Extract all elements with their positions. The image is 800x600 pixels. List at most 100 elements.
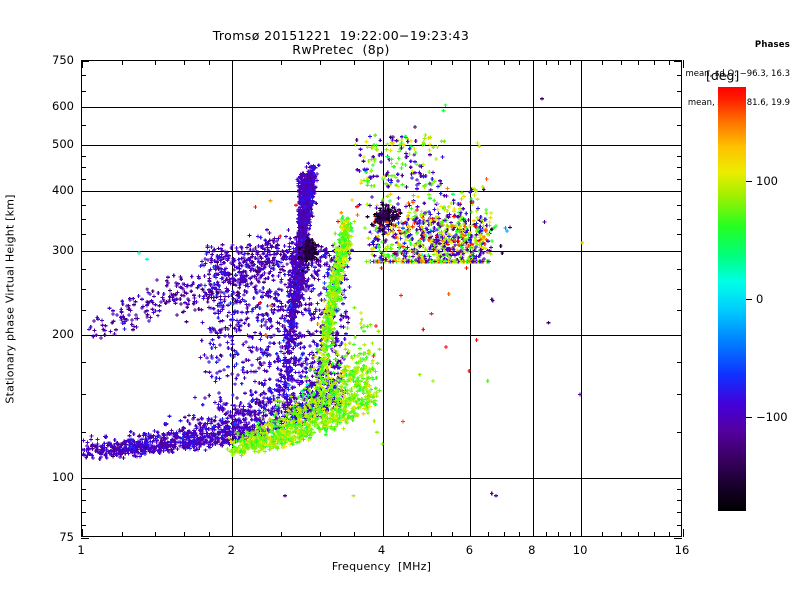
- colorbar-ticklabel: 100: [756, 174, 778, 188]
- y-tick: [81, 219, 86, 220]
- y-tick: [677, 205, 682, 206]
- x-tick: [354, 60, 355, 65]
- x-tick: [232, 60, 233, 68]
- y-ticklabel: 300: [52, 242, 74, 257]
- gridline-horizontal: [82, 191, 681, 192]
- x-ticklabel: 16: [674, 543, 690, 557]
- x-tick: [654, 532, 655, 537]
- x-tick: [546, 60, 547, 65]
- y-tick: [81, 75, 86, 76]
- y-tick: [81, 269, 86, 270]
- gridline-horizontal: [82, 478, 681, 479]
- plot-title-line1: Tromsø 20151221 19:22:00−19:23:43: [212, 28, 470, 43]
- gridline-vertical: [383, 61, 384, 536]
- x-tick: [570, 532, 571, 537]
- x-tick: [504, 532, 505, 537]
- y-tick: [677, 75, 682, 76]
- colorbar-tick: [746, 181, 752, 182]
- x-tick: [383, 529, 384, 537]
- colorbar-unit-label: [deg]: [706, 68, 740, 83]
- y-tick: [81, 478, 89, 479]
- y-tick: [677, 525, 682, 526]
- x-tick: [408, 60, 409, 65]
- y-tick: [81, 489, 86, 490]
- x-tick: [669, 60, 670, 65]
- y-tick: [81, 125, 86, 126]
- gridline-vertical: [581, 61, 582, 536]
- x-tick: [504, 60, 505, 65]
- x-tick: [184, 532, 185, 537]
- y-tick: [81, 91, 86, 92]
- x-tick: [602, 60, 603, 65]
- x-ticklabel: 10: [572, 543, 588, 557]
- x-ticklabel: 6: [465, 543, 474, 557]
- y-tick: [81, 251, 89, 252]
- x-tick: [383, 60, 384, 68]
- y-tick: [677, 234, 682, 235]
- colorbar-ticklabel: 0: [756, 292, 764, 306]
- x-tick: [122, 60, 123, 65]
- x-axis-title: Frequency [MHz]: [331, 560, 432, 573]
- y-tick: [674, 251, 682, 252]
- y-tick: [677, 219, 682, 220]
- y-tick: [677, 500, 682, 501]
- y-tick: [677, 91, 682, 92]
- y-tick: [677, 362, 682, 363]
- y-tick: [81, 107, 89, 108]
- y-tick: [674, 61, 682, 62]
- x-tick: [408, 532, 409, 537]
- y-tick: [81, 191, 89, 192]
- x-tick: [184, 60, 185, 65]
- x-tick: [683, 60, 684, 68]
- y-tick: [677, 310, 682, 311]
- y-tick: [81, 500, 86, 501]
- x-tick: [558, 60, 559, 65]
- colorbar-tick: [746, 417, 752, 418]
- x-tick: [431, 60, 432, 65]
- x-tick: [519, 60, 520, 65]
- y-tick: [674, 335, 682, 336]
- x-tick: [155, 60, 156, 65]
- gridline-vertical: [470, 61, 471, 536]
- y-tick: [81, 538, 89, 539]
- x-tick: [82, 529, 83, 537]
- y-axis-title: Stationary phase Virtual Height [km]: [0, 60, 20, 537]
- x-tick: [452, 60, 453, 65]
- y-ticklabel: 400: [52, 183, 74, 198]
- x-tick: [232, 529, 233, 537]
- y-ticklabel: 600: [52, 99, 74, 114]
- y-tick: [81, 179, 86, 180]
- y-tick: [81, 512, 86, 513]
- x-tick: [281, 60, 282, 65]
- phases-annotation-o-mode: mean, sd,O: −96.3, 16.3: [685, 68, 790, 79]
- x-tick: [209, 532, 210, 537]
- x-ticklabel: 8: [528, 543, 536, 557]
- x-tick: [621, 60, 622, 65]
- y-tick: [81, 335, 89, 336]
- plot-subtitle-line2: RwPretec (8p): [292, 42, 390, 57]
- gridline-vertical: [533, 61, 534, 536]
- y-tick: [674, 145, 682, 146]
- x-tick: [654, 60, 655, 65]
- x-tick: [621, 532, 622, 537]
- gridline-horizontal: [82, 335, 681, 336]
- y-tick: [674, 191, 682, 192]
- phases-annotation-header: Phases: [754, 40, 790, 51]
- y-ticklabel: 200: [52, 326, 74, 341]
- y-tick: [677, 156, 682, 157]
- x-tick: [533, 529, 534, 537]
- plot-inner: [82, 61, 681, 536]
- x-tick: [281, 532, 282, 537]
- y-tick: [677, 269, 682, 270]
- x-tick: [638, 532, 639, 537]
- y-tick: [81, 205, 86, 206]
- x-tick: [638, 60, 639, 65]
- colorbar: [718, 87, 746, 511]
- x-tick: [683, 529, 684, 537]
- y-axis-title-text: Stationary phase Virtual Height [km]: [3, 193, 17, 404]
- y-ticklabel: 500: [52, 136, 74, 151]
- colorbar-ticklabel: −100: [756, 410, 788, 424]
- x-tick: [533, 60, 534, 68]
- x-tick: [122, 532, 123, 537]
- y-tick: [81, 167, 86, 168]
